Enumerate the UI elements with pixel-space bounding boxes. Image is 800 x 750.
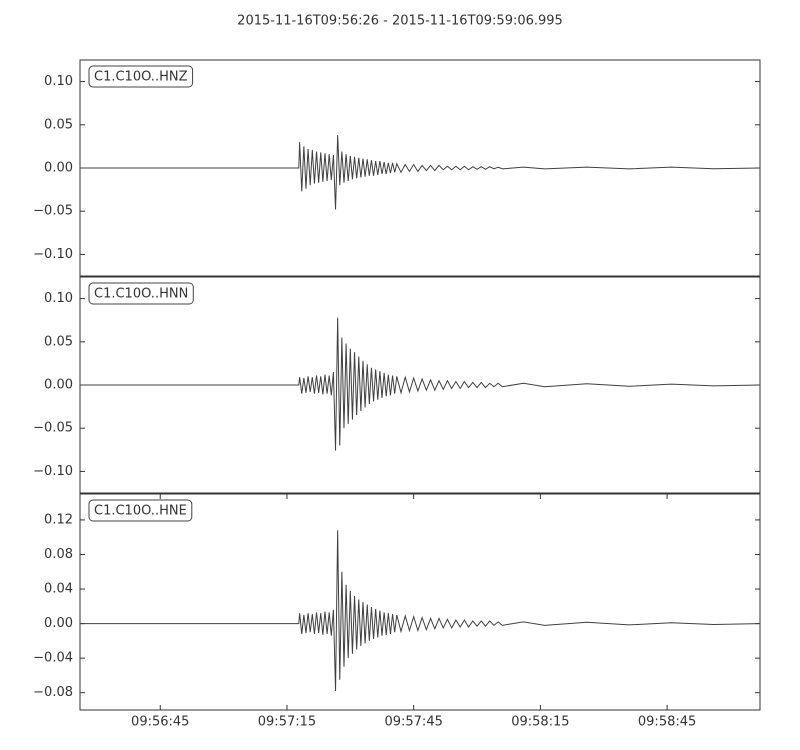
chart-title: 2015-11-16T09:56:26 - 2015-11-16T09:59:0… <box>237 14 563 29</box>
y-tick-label: 0.05 <box>44 117 73 132</box>
y-tick-label: 0.08 <box>44 547 73 562</box>
y-tick-label: 0.05 <box>44 334 73 349</box>
y-tick-label: −0.04 <box>33 651 73 666</box>
y-tick-label: −0.05 <box>33 421 73 436</box>
x-tick-label: 09:57:45 <box>384 715 442 730</box>
trace-label-box <box>88 499 193 522</box>
y-tick-label: 0.00 <box>44 378 73 393</box>
x-tick-label: 09:58:15 <box>511 715 569 730</box>
y-tick-label: 0.10 <box>44 74 73 89</box>
x-tick-label: 09:57:15 <box>258 715 316 730</box>
waveform <box>80 317 761 451</box>
trace-label-box <box>88 282 194 305</box>
x-tick-label: 09:58:45 <box>638 715 696 730</box>
trace-label: C1.C10O..HNZ <box>94 70 188 85</box>
y-tick-label: 0.04 <box>44 582 73 597</box>
panel-frame <box>79 493 761 711</box>
waveform <box>80 135 761 210</box>
trace-label: C1.C10O..HNE <box>94 504 187 519</box>
y-tick-label: 0.12 <box>44 512 73 527</box>
waveform <box>80 530 761 692</box>
y-tick-label: 0.00 <box>44 616 73 631</box>
y-tick-label: 0.10 <box>44 291 73 306</box>
trace-label-box <box>88 65 194 88</box>
y-tick-label: −0.08 <box>33 685 73 700</box>
y-tick-label: −0.05 <box>33 204 73 219</box>
y-tick-label: −0.10 <box>33 464 73 479</box>
y-tick-label: 0.00 <box>44 161 73 176</box>
x-tick-label: 09:56:45 <box>131 715 189 730</box>
trace-label: C1.C10O..HNN <box>94 287 188 302</box>
y-tick-label: −0.10 <box>33 247 73 262</box>
